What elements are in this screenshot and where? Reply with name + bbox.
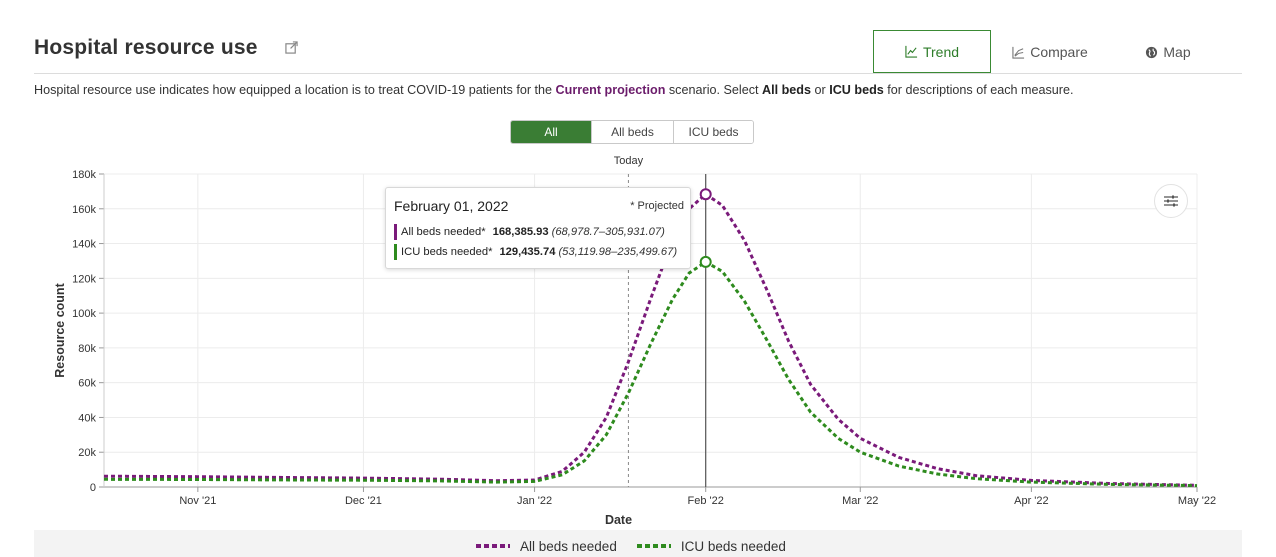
- legend-item-all-beds[interactable]: All beds needed: [476, 539, 617, 554]
- hover-point-icu-beds: [699, 255, 712, 268]
- external-link-icon[interactable]: [285, 41, 298, 54]
- tooltip-row-range: (53,119.98–235,499.67): [558, 246, 678, 258]
- today-marker-label: Today: [614, 155, 644, 167]
- trend-line-icon: [905, 45, 918, 58]
- icu-beds-term: ICU beds: [829, 83, 884, 97]
- x-tick-label: Nov '21: [179, 495, 216, 507]
- hover-tooltip: February 01, 2022 * Projected All beds n…: [385, 187, 691, 269]
- filter-icu-beds-button[interactable]: ICU beds: [673, 121, 753, 143]
- sliders-icon: [1164, 195, 1178, 207]
- tab-map[interactable]: Map: [1109, 30, 1227, 74]
- x-tick-label: May '22: [1178, 495, 1216, 507]
- description-text: Hospital resource use indicates how equi…: [34, 83, 1074, 97]
- description-part: Hospital resource use indicates how equi…: [34, 83, 556, 97]
- all-beds-swatch: [476, 544, 510, 548]
- y-tick-label: 180k: [72, 169, 96, 181]
- y-tick-label: 100k: [72, 308, 96, 320]
- y-tick-label: 120k: [72, 273, 96, 285]
- y-tick-label: 160k: [72, 204, 96, 216]
- y-axis-title: Resource count: [53, 282, 67, 377]
- y-tick-label: 0: [90, 482, 96, 494]
- tooltip-row-all-beds: All beds needed* 168,385.93 (68,978.7–30…: [394, 224, 665, 240]
- chart-legend: All beds needed ICU beds needed: [476, 537, 806, 555]
- view-tabs: Trend Compare Map: [873, 30, 1227, 74]
- hover-point-all-beds: [699, 188, 712, 201]
- chart-footer-band: [34, 530, 1242, 557]
- y-tick-label: 80k: [78, 343, 96, 355]
- header-divider: [34, 73, 1242, 74]
- filter-all-button[interactable]: All: [511, 121, 591, 143]
- y-tick-label: 40k: [78, 412, 96, 424]
- tab-trend-label: Trend: [922, 43, 960, 60]
- legend-label-icu-beds: ICU beds needed: [680, 538, 786, 554]
- globe-icon: [1146, 46, 1158, 58]
- all-beds-term: All beds: [762, 83, 811, 97]
- x-tick-label: Feb '22: [688, 495, 724, 507]
- tab-compare-label: Compare: [1030, 44, 1088, 60]
- compare-lines-icon: [1012, 46, 1025, 59]
- page-title: Hospital resource use: [34, 36, 258, 59]
- icu-beds-color-bar: [394, 244, 397, 260]
- legend-label-all-beds: All beds needed: [520, 538, 617, 554]
- series-line-icu-beds: [103, 260, 1198, 488]
- y-tick-label: 140k: [72, 239, 96, 251]
- description-part: scenario. Select: [665, 83, 762, 97]
- y-tick-label: 20k: [78, 447, 96, 459]
- series-line-all-beds: [103, 192, 1198, 487]
- trend-chart[interactable]: 0 20k 40k 60k 80k 100k 120k 140k 160k 180k Nov '21…: [0, 148, 1276, 533]
- description-part: for descriptions of each measure.: [883, 83, 1074, 97]
- x-axis-title: Date: [605, 513, 632, 527]
- tooltip-date: February 01, 2022: [394, 198, 509, 214]
- x-tick-label: Jan '22: [517, 495, 552, 507]
- tooltip-row-value: 129,435.74: [499, 246, 556, 258]
- tooltip-row-label: ICU beds needed*: [401, 246, 493, 258]
- icu-beds-swatch: [636, 544, 671, 548]
- bed-type-filter: All All beds ICU beds: [510, 120, 754, 144]
- x-tick-label: Dec '21: [345, 495, 382, 507]
- filter-all-beds-button[interactable]: All beds: [591, 121, 673, 143]
- description-part: or: [811, 83, 830, 97]
- tooltip-row-value: 168,385.93: [492, 226, 549, 238]
- x-tick-label: Mar '22: [842, 495, 878, 507]
- tab-map-label: Map: [1163, 44, 1191, 60]
- tooltip-row-range: (68,978.7–305,931.07): [551, 226, 665, 238]
- legend-item-icu-beds[interactable]: ICU beds needed: [636, 538, 786, 554]
- y-tick-label: 60k: [78, 378, 96, 390]
- tab-compare[interactable]: Compare: [991, 30, 1109, 74]
- section-header: Hospital resource use Trend Compare Map: [0, 0, 1276, 74]
- x-tick-label: Apr '22: [1014, 495, 1049, 507]
- tab-trend[interactable]: Trend: [873, 30, 991, 74]
- tooltip-row-label: All beds needed*: [401, 226, 486, 238]
- chart-settings-button[interactable]: [1154, 184, 1188, 218]
- all-beds-color-bar: [394, 224, 397, 240]
- tooltip-projected-note: * Projected: [630, 200, 684, 212]
- scenario-link[interactable]: Current projection: [555, 83, 666, 97]
- tooltip-row-icu-beds: ICU beds needed* 129,435.74 (53,119.98–2…: [394, 244, 677, 260]
